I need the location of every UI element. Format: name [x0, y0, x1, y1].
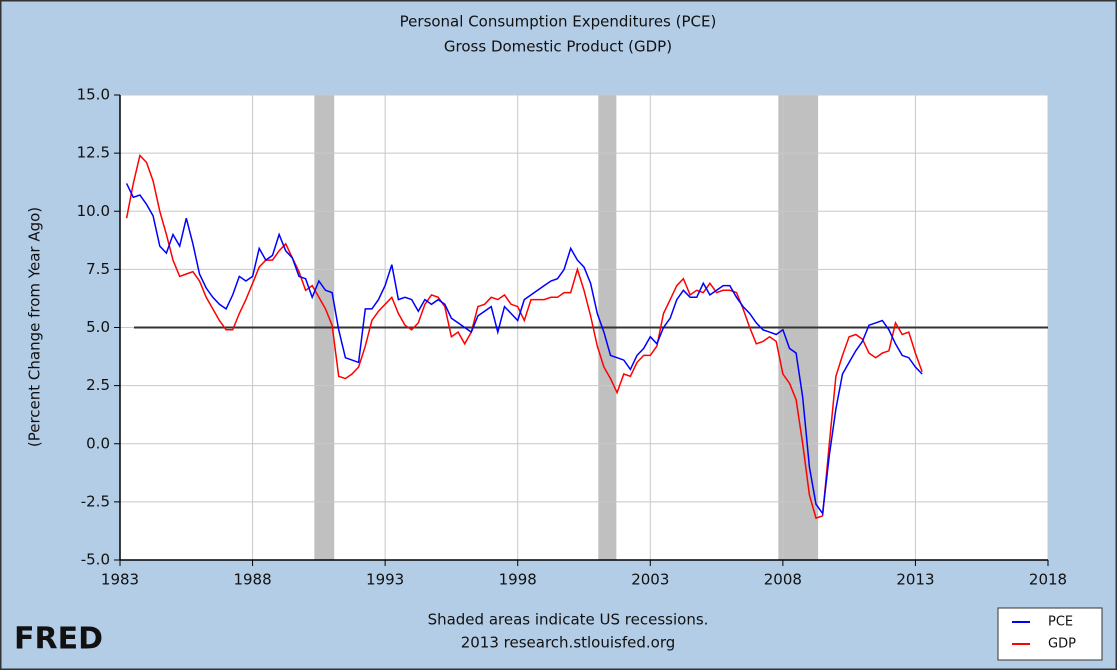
x-tick-label: 2008 [764, 571, 802, 589]
y-tick-label: -2.5 [81, 492, 110, 510]
logo: FRED [14, 622, 103, 657]
source: 2013 research.stlouisfed.org [461, 634, 676, 652]
x-tick-label: 1993 [366, 571, 404, 589]
y-tick-label: 2.5 [86, 376, 110, 394]
chart-title: Personal Consumption Expenditures (PCE) [400, 13, 717, 31]
footnote: Shaded areas indicate US recessions. [428, 611, 709, 629]
series-line [125, 153, 923, 520]
y-tick-label: 0.0 [86, 434, 110, 452]
series-line [125, 183, 923, 516]
y-axis-label: (Percent Change from Year Ago) [26, 207, 44, 447]
x-tick-label: 1988 [233, 571, 271, 589]
y-tick-label: 5.0 [86, 318, 110, 336]
chart-subtitle: Gross Domestic Product (GDP) [444, 38, 672, 56]
y-tick-label: 12.5 [77, 144, 110, 162]
x-tick-label: 1998 [499, 571, 537, 589]
legend-box [997, 607, 1103, 661]
legend-label: GDP [1048, 637, 1076, 652]
y-tick-label: 7.5 [86, 260, 110, 278]
x-tick-label: 1983 [101, 571, 139, 589]
y-tick-label: -5.0 [81, 551, 110, 569]
x-tick-label: 2018 [1029, 571, 1067, 589]
y-tick-label: 10.0 [77, 202, 110, 220]
x-tick-label: 2003 [631, 571, 669, 589]
y-tick-label: 15.0 [77, 86, 110, 104]
legend-label: PCE [1048, 615, 1073, 630]
x-tick-label: 2013 [896, 571, 934, 589]
